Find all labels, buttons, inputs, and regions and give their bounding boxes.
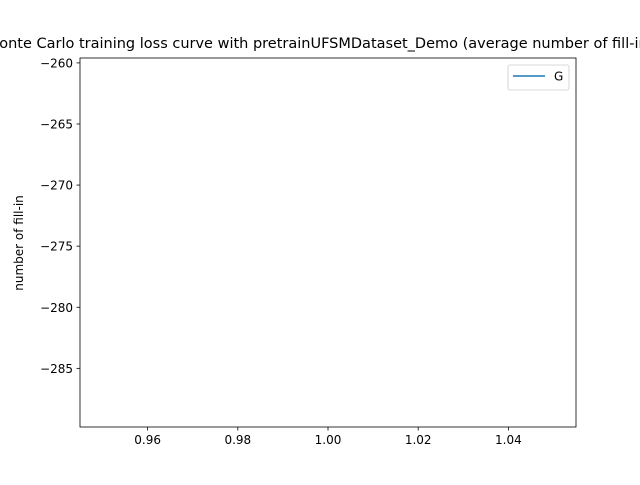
x-tick-label: 0.98: [224, 433, 251, 447]
legend-box: [507, 64, 570, 91]
x-tick-label: 0.96: [134, 433, 161, 447]
plot-frame: [79, 57, 577, 428]
y-axis-label: number of fill-in: [12, 195, 26, 291]
y-tick-label: −280: [40, 301, 73, 315]
x-tick-label: 1.02: [405, 433, 432, 447]
y-tick-label: −265: [40, 117, 73, 131]
legend: G: [507, 64, 570, 91]
legend-label: G: [554, 70, 563, 84]
y-tick-label: −260: [40, 56, 73, 70]
y-tick-label: −275: [40, 240, 73, 254]
x-tick-label: 1.00: [315, 433, 342, 447]
x-tick-label: 1.04: [495, 433, 522, 447]
chart-title: Monte Carlo training loss curve with pre…: [0, 36, 640, 52]
y-axis: −260 −265 −270 −275 −280 −285: [40, 56, 80, 376]
y-tick-label: −285: [40, 362, 73, 376]
y-tick-label: −270: [40, 179, 73, 193]
x-axis: 0.96 0.98 1.00 1.02 1.04: [134, 427, 522, 447]
